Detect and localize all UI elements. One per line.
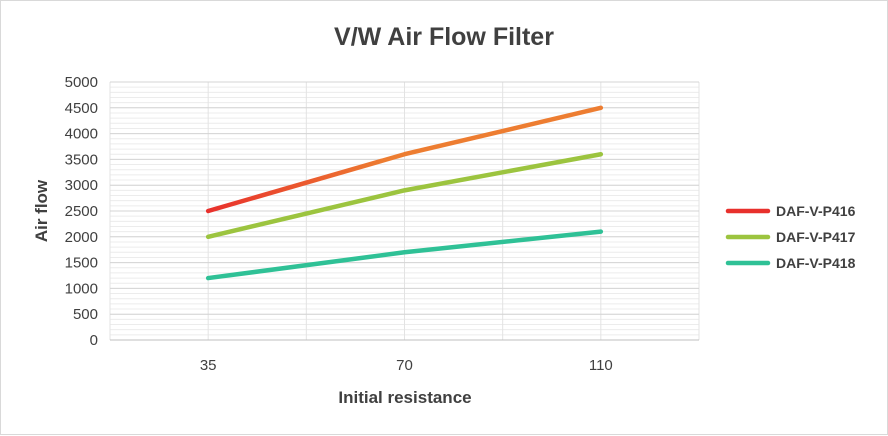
chart-title: V/W Air Flow Filter	[334, 23, 554, 51]
legend-label: DAF-V-P416	[776, 203, 856, 219]
y-tick-label: 0	[90, 332, 98, 349]
x-tick-label: 110	[589, 357, 613, 374]
x-tick-label: 35	[200, 357, 217, 374]
x-tick-label: 70	[396, 357, 413, 374]
y-tick-label: 3000	[65, 177, 98, 194]
series-lines	[205, 105, 604, 281]
x-axis-title: Initial resistance	[338, 388, 471, 407]
series-line-daf-v-p417	[205, 151, 604, 240]
y-tick-label: 1000	[65, 280, 98, 297]
legend-label: DAF-V-P418	[776, 255, 856, 271]
y-tick-label: 500	[73, 306, 98, 323]
axes: 0 500 1000 1500 2000 2500 3000 3500 4000 4500 5000…	[65, 74, 699, 374]
y-tick-label: 3500	[65, 151, 98, 168]
y-tick-label: 4500	[65, 100, 98, 117]
y-tick-label: 2500	[65, 203, 98, 220]
y-tick-label: 4000	[65, 126, 98, 143]
legend-label: DAF-V-P417	[776, 229, 856, 245]
y-tick-label: 2000	[65, 229, 98, 246]
y-tick-label: 5000	[65, 74, 98, 91]
series-line-daf-v-p418	[205, 229, 604, 281]
legend: DAF-V-P416 DAF-V-P417 DAF-V-P418	[725, 203, 856, 271]
gridlines	[109, 81, 700, 341]
y-tick-label: 1500	[65, 255, 98, 272]
y-axis-title: Air flow	[32, 179, 51, 242]
series-line-daf-v-p416	[205, 105, 604, 214]
